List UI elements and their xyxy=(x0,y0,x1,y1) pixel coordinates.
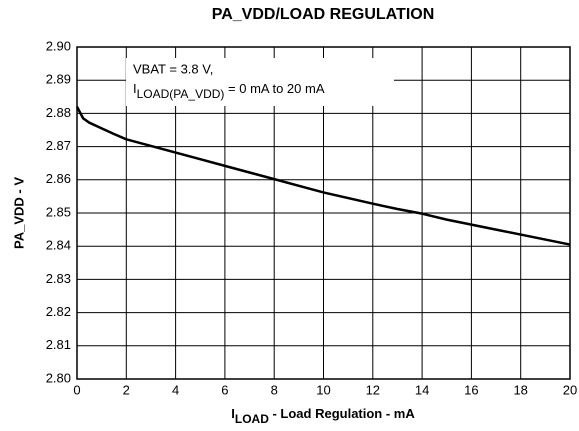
chart-title: PA_VDD/LOAD REGULATION xyxy=(212,6,435,23)
y-tick-label: 2.88 xyxy=(46,105,71,120)
x-tick-label: 12 xyxy=(366,382,380,397)
y-tick-label: 2.82 xyxy=(46,304,71,319)
y-tick-label: 2.80 xyxy=(46,370,71,385)
x-tick-label: 8 xyxy=(271,382,278,397)
y-tick-label: 2.84 xyxy=(46,238,71,253)
x-label-main: I xyxy=(231,406,235,421)
x-label-rest: - Load Regulation - mA xyxy=(269,406,415,421)
annotation-rest: = 0 mA to 20 mA xyxy=(224,81,324,96)
y-axis-label: PA_VDD - V xyxy=(11,177,26,249)
x-tick-label: 14 xyxy=(415,382,429,397)
x-tick-label: 2 xyxy=(123,382,130,397)
y-tick-label: 2.81 xyxy=(46,337,71,352)
y-tick-label: 2.86 xyxy=(46,171,71,186)
x-tick-label: 10 xyxy=(316,382,330,397)
x-label-sub: LOAD xyxy=(235,412,269,426)
plot-frame xyxy=(76,46,571,380)
data-line xyxy=(75,106,571,246)
x-tick-label: 0 xyxy=(73,382,80,397)
x-tick-label: 6 xyxy=(221,382,228,397)
annotation-line: VBAT = 3.8 V, xyxy=(133,61,213,76)
x-tick-label: 20 xyxy=(563,382,577,397)
y-tick-label: 2.87 xyxy=(46,138,71,153)
annotation-main: I xyxy=(133,81,137,96)
x-axis-label: ILOAD - Load Regulation - mA xyxy=(231,406,415,426)
y-tick-label: 2.85 xyxy=(46,204,71,219)
annotation-sub: LOAD(PA_VDD) xyxy=(137,87,225,101)
y-tick-label: 2.83 xyxy=(46,271,71,286)
x-tick-label: 16 xyxy=(464,382,478,397)
x-tick-label: 18 xyxy=(513,382,527,397)
x-tick-label: 4 xyxy=(172,382,179,397)
y-tick-label: 2.90 xyxy=(46,38,71,53)
y-tick-label: 2.89 xyxy=(46,72,71,87)
annotation-line: ILOAD(PA_VDD) = 0 mA to 20 mA xyxy=(133,81,325,101)
annotation-box xyxy=(126,58,394,106)
